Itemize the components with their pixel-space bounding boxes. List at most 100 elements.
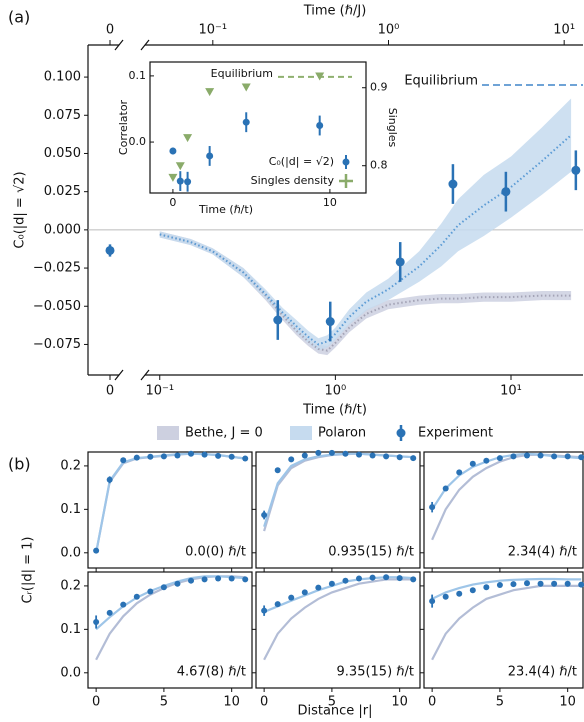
data-point <box>175 162 185 171</box>
legend-swatch <box>396 428 406 438</box>
x-axis-label: Distance |r| <box>297 704 372 719</box>
x-tick-label: 5 <box>496 695 504 710</box>
y-tick-label: −0.050 <box>33 299 81 314</box>
panel-label: (b) <box>8 455 31 474</box>
data-point <box>537 580 544 587</box>
data-point <box>396 575 403 582</box>
data-point <box>356 451 363 458</box>
data-point <box>201 576 208 583</box>
data-point <box>551 580 558 587</box>
data-point <box>510 453 517 460</box>
data-point <box>456 590 463 597</box>
data-point <box>174 452 181 459</box>
legend-label: Experiment <box>418 426 493 441</box>
y2-tick-label: 0.9 <box>370 81 388 94</box>
data-point <box>106 476 113 483</box>
x-tick-label: 10⁻¹ <box>145 384 174 399</box>
data-point <box>524 452 531 459</box>
data-point <box>410 455 417 462</box>
data-point <box>147 453 154 460</box>
x-axis-label: Time (ℏ/t) <box>302 403 367 418</box>
y-tick-label: 0.0 <box>60 545 81 560</box>
data-point <box>169 147 177 155</box>
data-point <box>469 460 476 467</box>
data-point <box>168 173 178 182</box>
data-point <box>524 580 531 587</box>
axis-break <box>140 39 150 51</box>
data-point <box>510 581 517 588</box>
data-point <box>396 454 403 461</box>
x2-tick-label: 10⁻¹ <box>198 23 227 38</box>
subplot-frame <box>87 571 253 689</box>
legend-swatch <box>290 426 312 440</box>
data-point <box>241 83 251 92</box>
y-tick-label: 0.1 <box>60 502 81 517</box>
data-point <box>105 245 115 255</box>
y-tick-label: 0.2 <box>60 578 81 593</box>
time-label: 23.4(4) ℏ/t <box>508 665 577 680</box>
data-point <box>325 317 335 327</box>
x2-axis-label: Time (ℏ/J) <box>303 4 367 19</box>
legend-swatch <box>339 174 353 188</box>
data-point <box>456 469 463 476</box>
polaron-line <box>95 575 246 631</box>
y-tick-label: 0.025 <box>44 184 81 199</box>
x2-tick-label: 10¹ <box>553 23 575 38</box>
subplot-frame <box>423 571 584 689</box>
data-point <box>133 454 140 461</box>
x-tick-label: 10 <box>323 196 337 209</box>
x-tick-label: 5 <box>160 695 168 710</box>
data-point <box>242 118 250 126</box>
data-point <box>215 575 222 582</box>
data-point <box>261 607 268 614</box>
axis-break <box>114 39 124 51</box>
legend-label: C₀(|d| = √2) <box>269 155 334 168</box>
data-point <box>501 187 511 197</box>
data-point <box>369 574 376 581</box>
data-point <box>429 598 436 605</box>
data-point <box>188 450 195 457</box>
x-tick-label: 10¹ <box>500 384 522 399</box>
time-label: 0.0(0) ℏ/t <box>185 545 246 560</box>
y-tick-label: −0.025 <box>33 261 81 276</box>
data-point <box>342 577 349 584</box>
x-tick-label: 0 <box>92 695 100 710</box>
data-point <box>496 455 503 462</box>
data-point <box>578 581 584 588</box>
data-point <box>184 178 192 186</box>
data-point <box>160 453 167 460</box>
data-point <box>93 618 100 625</box>
data-point <box>274 601 281 608</box>
x2-tick-label: 10⁰ <box>378 23 400 38</box>
y-tick-label: 0.1 <box>129 69 147 82</box>
data-point <box>206 152 214 160</box>
data-point <box>160 584 167 591</box>
data-point <box>215 452 222 459</box>
data-point <box>201 451 208 458</box>
data-point <box>228 453 235 460</box>
band <box>159 98 572 351</box>
data-point <box>228 575 235 582</box>
data-point <box>315 72 325 81</box>
x-tick-label: 10 <box>559 695 576 710</box>
time-label: 0.935(15) ℏ/t <box>328 545 414 560</box>
data-point <box>176 177 184 185</box>
data-point <box>106 609 113 616</box>
y-tick-label: 0.0 <box>129 135 147 148</box>
subplot-frame <box>255 571 421 689</box>
data-point <box>537 452 544 459</box>
x-tick-label: 0 <box>260 695 268 710</box>
line <box>159 233 572 352</box>
bethe-line <box>263 578 414 661</box>
y-axis-label: C₀(|d| = √2) <box>13 171 28 248</box>
subplot-frame <box>255 451 421 569</box>
polaron-line <box>431 577 582 600</box>
data-point <box>93 547 100 554</box>
data-point <box>261 511 268 518</box>
data-point <box>429 504 436 511</box>
inset-frame <box>149 61 367 194</box>
y2-tick-label: 0.8 <box>370 159 388 172</box>
data-point <box>483 584 490 591</box>
